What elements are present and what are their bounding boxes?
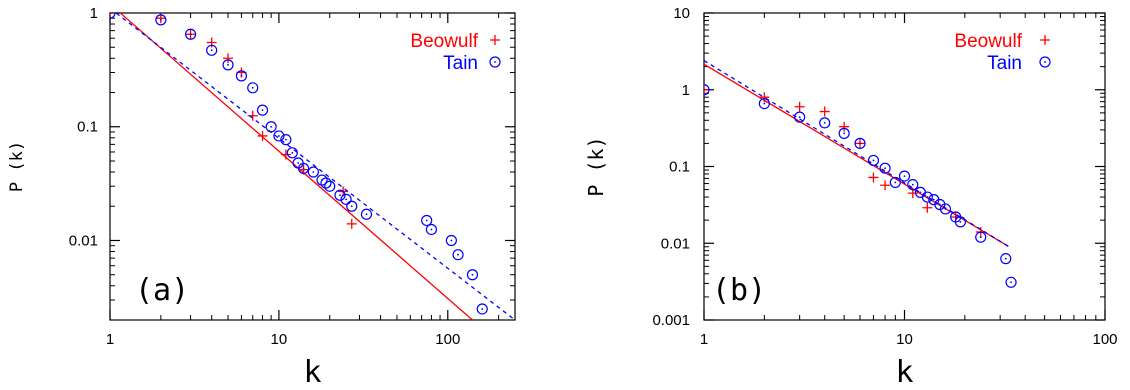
- x-axis-label: k: [303, 355, 321, 390]
- data-point-circle: [819, 117, 831, 129]
- data-point-circle: [452, 249, 464, 261]
- fit-line-tain: [115, 13, 515, 320]
- data-point-circle: [914, 186, 926, 198]
- data-point-circle: [340, 193, 352, 205]
- data-point-plus: [868, 172, 879, 183]
- y-tick-label: 1: [682, 82, 690, 99]
- data-point-plus: [922, 202, 933, 213]
- data-point-circle: [794, 111, 806, 123]
- data-point-circle: [907, 179, 919, 191]
- y-tick-label: 0.001: [652, 312, 690, 329]
- data-point-circle: [265, 121, 277, 133]
- data-point-circle: [975, 231, 987, 243]
- fit-line-beowulf: [119, 13, 473, 320]
- data-point-circle: [334, 189, 346, 201]
- y-tick-label: 0.1: [669, 159, 690, 176]
- data-point-circle: [297, 162, 310, 175]
- data-point-circle: [256, 104, 269, 116]
- data-point-plus: [839, 121, 850, 132]
- data-point-circle: [155, 14, 167, 26]
- data-point-circle: [1005, 276, 1017, 288]
- data-point-circle: [445, 234, 457, 247]
- y-tick-label: 1: [90, 5, 98, 22]
- legend-label-tain: Tain: [443, 53, 478, 74]
- data-point-plus: [704, 84, 709, 95]
- legend-marker-circle: [1039, 56, 1051, 68]
- y-axis-label: P (k): [584, 136, 608, 196]
- data-point-circle: [867, 154, 880, 167]
- x-tick-label: 1: [106, 331, 114, 348]
- data-point-circle: [466, 269, 479, 281]
- legend-marker-plus: [490, 35, 500, 45]
- data-point-circle: [360, 208, 373, 220]
- y-tick-label: 0.01: [69, 232, 98, 249]
- data-point-plus: [819, 106, 830, 117]
- data-point-circle: [476, 303, 488, 315]
- chart-panel-b: 1 10 100 10 1 0.1 0.01 0.001 k P (k) (b) BeowulfTai…: [584, 5, 1118, 390]
- legend-label-tain: Tain: [987, 53, 1022, 74]
- data-point-circle: [280, 134, 292, 146]
- plot-frame: [109, 12, 516, 321]
- x-tick-label: 10: [271, 331, 288, 348]
- data-point-plus: [247, 110, 258, 121]
- x-axis-label: k: [895, 355, 913, 390]
- data-point-circle: [889, 176, 901, 189]
- data-point-circle: [222, 59, 234, 71]
- data-point-circle: [324, 180, 336, 192]
- data-point-circle: [898, 170, 911, 182]
- data-point-circle: [758, 98, 770, 110]
- data-point-circle: [184, 28, 197, 40]
- data-point-plus: [257, 130, 268, 141]
- x-tick-label: 100: [435, 331, 460, 348]
- data-point-circle: [110, 13, 116, 19]
- y-tick-label: 0.01: [661, 235, 690, 252]
- legend-marker-circle: [489, 56, 501, 68]
- data-point-circle: [206, 44, 218, 56]
- x-tick-label: 100: [1092, 331, 1117, 348]
- y-tick-label: 10: [673, 5, 690, 22]
- series-tain: [110, 13, 515, 320]
- data-point-circle: [879, 162, 891, 174]
- legend-marker-plus: [1040, 35, 1050, 45]
- data-point-plus: [794, 101, 805, 112]
- fit-line-tain: [704, 60, 1009, 247]
- data-point-plus: [759, 92, 770, 103]
- data-point-circle: [273, 130, 285, 142]
- data-point-circle: [1000, 253, 1012, 265]
- data-point-plus: [280, 149, 291, 160]
- fit-line-beowulf: [704, 63, 1009, 247]
- series-tain: [704, 60, 1017, 288]
- x-tick-label: 10: [896, 331, 913, 348]
- data-point-circle: [704, 84, 710, 96]
- data-point-plus: [223, 53, 234, 64]
- data-point-circle: [346, 200, 358, 212]
- data-point-circle: [425, 223, 438, 236]
- legend-label-beowulf: Beowulf: [410, 31, 478, 52]
- data-point-circle: [292, 157, 304, 169]
- x-tick-label: 1: [700, 331, 708, 348]
- panel-label: (a): [135, 273, 189, 308]
- data-point-circle: [235, 70, 248, 82]
- series-beowulf: [704, 63, 1009, 247]
- y-axis-label: P (k): [7, 141, 27, 192]
- data-point-circle: [954, 216, 966, 228]
- data-point-circle: [421, 214, 433, 227]
- data-point-circle: [838, 127, 850, 139]
- panel-label: (b): [712, 273, 766, 308]
- y-tick-label: 0.1: [77, 119, 98, 136]
- data-point-circle: [854, 137, 866, 149]
- data-point-circle: [307, 166, 319, 178]
- data-point-circle: [247, 82, 259, 94]
- data-point-plus: [880, 180, 891, 191]
- legend-label-beowulf: Beowulf: [954, 31, 1022, 52]
- data-point-circle: [921, 191, 933, 203]
- data-point-circle: [939, 203, 952, 215]
- data-point-circle: [286, 147, 298, 159]
- data-point-plus: [346, 218, 357, 229]
